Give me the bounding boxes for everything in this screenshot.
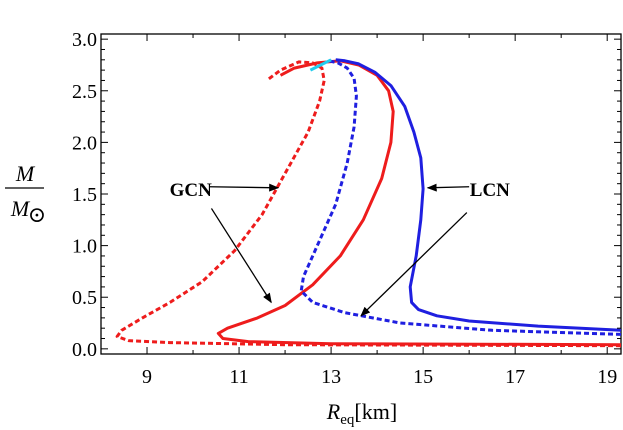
x-axis-label: Req[km] xyxy=(326,399,397,428)
annotation-arrow xyxy=(210,208,272,304)
x-axis-label-var: R xyxy=(326,399,341,424)
y-axis-label-numerator: M xyxy=(15,161,36,186)
series-line-4 xyxy=(335,58,621,332)
series-layer xyxy=(115,58,621,348)
x-axis-ticks: 9 11 13 15 17 19 xyxy=(100,34,617,388)
x-axis-label-unit: [km] xyxy=(354,399,397,424)
y-axis-label: M M ⊙ xyxy=(5,161,46,227)
x-tick-label: 17 xyxy=(505,366,525,388)
x-axis-label-sub: eq xyxy=(340,412,355,428)
annotations: GCN LCN xyxy=(170,180,510,317)
y-tick-label: 0.5 xyxy=(72,287,97,309)
y-axis-label-sun-symbol: ⊙ xyxy=(28,202,46,227)
annotation-arrow xyxy=(360,212,468,317)
x-tick-label: 19 xyxy=(597,366,617,388)
y-tick-label: 2.0 xyxy=(72,132,97,154)
x-tick-label: 15 xyxy=(413,366,433,388)
y-axis-ticks: 0.0 0.5 1.0 1.5 2.0 2.5 3.0 xyxy=(72,29,621,361)
annotation-gcn: GCN xyxy=(170,180,213,201)
y-tick-label: 2.5 xyxy=(72,81,97,103)
y-tick-label: 3.0 xyxy=(72,29,97,51)
annotation-lcn: LCN xyxy=(470,180,510,201)
series-line-3 xyxy=(299,59,621,336)
y-tick-label: 1.0 xyxy=(72,236,97,258)
y-tick-label: 1.5 xyxy=(72,184,97,206)
y-tick-label: 0.0 xyxy=(72,339,97,361)
x-tick-label: 9 xyxy=(142,366,152,388)
x-tick-label: 13 xyxy=(321,366,341,388)
series-line-5 xyxy=(309,58,332,72)
x-tick-label: 11 xyxy=(229,366,248,388)
series-line-2 xyxy=(216,59,621,347)
y-axis-label-denominator: M xyxy=(10,196,31,221)
annotation-arrow xyxy=(426,183,470,192)
annotation-arrow xyxy=(209,183,280,192)
